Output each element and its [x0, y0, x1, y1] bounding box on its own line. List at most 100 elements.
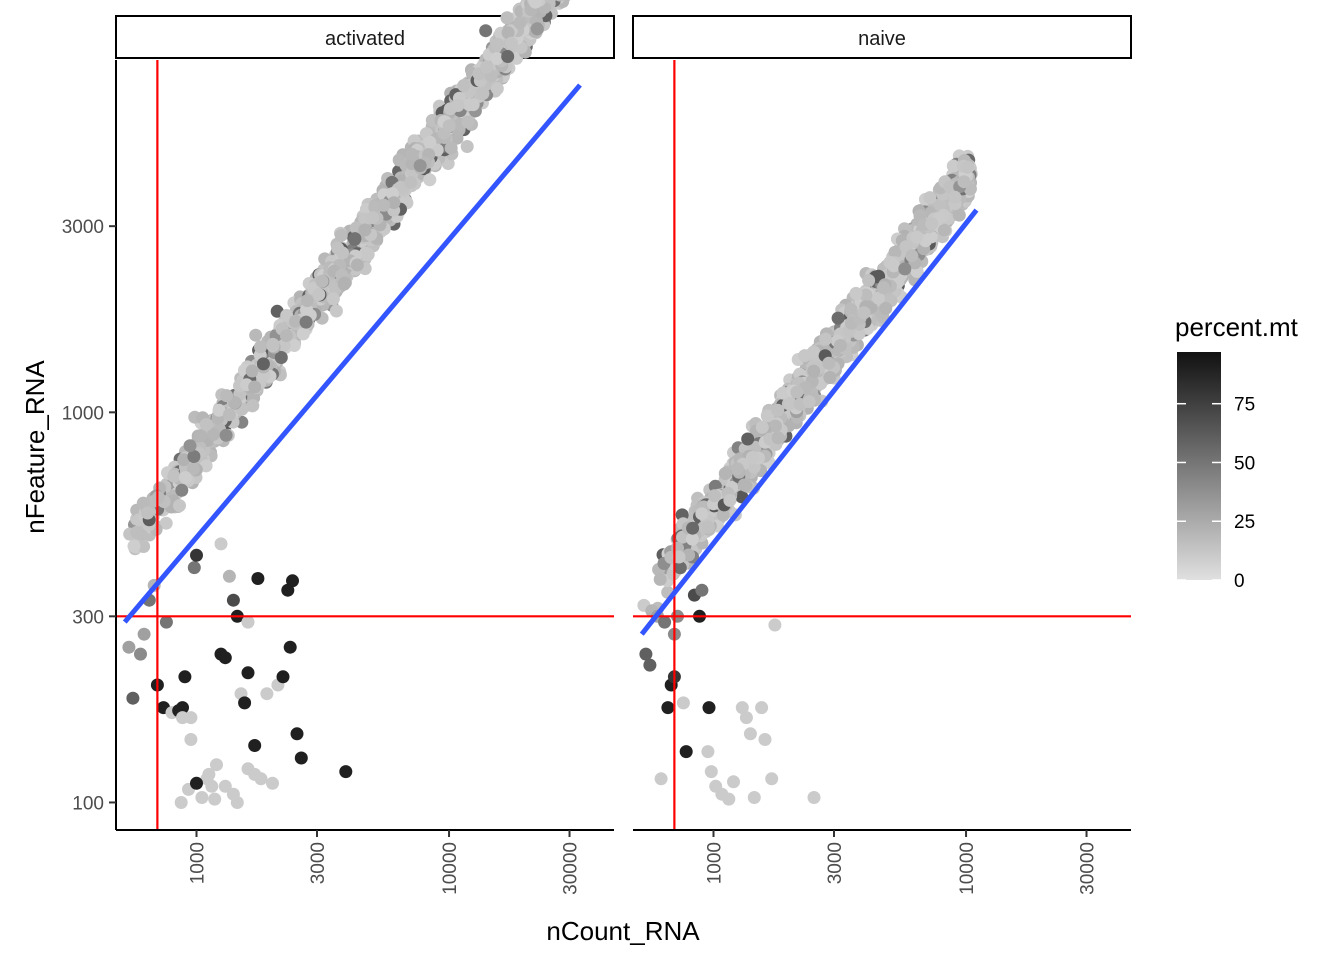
data-point [130, 525, 144, 539]
data-point [178, 670, 192, 684]
data-point [413, 159, 427, 173]
legend-tick-label: 0 [1234, 571, 1245, 592]
data-point [290, 727, 304, 741]
data-point [136, 496, 150, 510]
data-point [177, 453, 191, 467]
data-point [737, 478, 751, 492]
legend-colorbar [1177, 352, 1221, 580]
data-point [701, 745, 715, 759]
data-point [326, 292, 340, 306]
data-point [266, 776, 279, 790]
data-point [134, 647, 147, 661]
data-point [852, 327, 866, 341]
data-point [658, 615, 672, 629]
data-point [457, 79, 471, 92]
data-point [807, 791, 821, 804]
data-point [377, 198, 391, 212]
data-point [276, 670, 290, 684]
data-point [933, 198, 947, 212]
data-point [404, 176, 418, 189]
data-point [222, 569, 236, 583]
data-point [210, 758, 223, 772]
facet-strip [632, 15, 1132, 59]
data-point [819, 332, 833, 346]
x-tick-label: 10000 [957, 842, 978, 895]
data-point [822, 356, 836, 370]
data-point [238, 696, 252, 710]
x-tick-label: 3000 [825, 842, 846, 884]
data-point [350, 258, 364, 272]
trend-line [122, 83, 582, 624]
data-point [768, 618, 782, 632]
data-point [704, 765, 718, 779]
data-point [208, 792, 222, 806]
data-point [783, 397, 797, 411]
data-point [661, 701, 675, 715]
facet-strip-label: naive [858, 28, 906, 50]
data-point [771, 431, 785, 445]
data-point [943, 180, 957, 194]
data-point [184, 733, 198, 746]
data-point [251, 572, 265, 585]
overlay-layer [116, 60, 614, 830]
y-tick-label: 1000 [62, 403, 104, 424]
data-point [872, 291, 885, 305]
data-point [833, 339, 847, 352]
data-point [802, 395, 816, 409]
data-point [366, 211, 380, 225]
data-point [274, 351, 288, 364]
data-point [339, 765, 353, 779]
data-point [159, 615, 173, 629]
data-point [743, 727, 757, 741]
data-point [823, 371, 837, 384]
data-point [760, 409, 774, 423]
data-point [241, 666, 255, 680]
data-point [905, 249, 919, 263]
data-point [676, 696, 690, 710]
data-point [501, 26, 515, 40]
x-tick-label: 1000 [187, 842, 208, 884]
data-point [199, 418, 213, 431]
y-tick-label: 3000 [62, 217, 104, 238]
data-point [673, 561, 687, 575]
data-point [530, 22, 544, 36]
data-point [230, 796, 244, 809]
data-point [490, 82, 504, 96]
data-point [460, 140, 474, 153]
data-point [444, 141, 458, 155]
data-point [946, 159, 960, 173]
x-tick-label: 30000 [561, 842, 582, 895]
facet-panel-naive: naive [632, 15, 1132, 830]
data-point [686, 521, 700, 535]
data-point [702, 701, 716, 715]
data-point [248, 767, 262, 781]
data-point [739, 711, 753, 725]
data-point [279, 329, 293, 343]
data-point [952, 208, 966, 222]
data-point [423, 173, 437, 187]
data-point [220, 389, 234, 403]
data-point [141, 506, 155, 520]
data-point [755, 701, 769, 715]
data-point [187, 561, 201, 575]
data-point [175, 483, 189, 497]
data-point [490, 52, 504, 65]
data-point [451, 99, 465, 112]
data-point [178, 471, 192, 485]
data-point [716, 508, 730, 522]
data-point [798, 349, 812, 363]
data-point [199, 459, 213, 473]
data-point [222, 408, 236, 422]
data-point [961, 160, 975, 174]
points-layer [122, 0, 571, 809]
data-point [358, 223, 372, 237]
data-point [461, 115, 475, 129]
data-point [241, 615, 255, 629]
data-point [685, 532, 699, 546]
data-point [491, 37, 505, 51]
legend: percent.mt 0 25 50 75 [1175, 312, 1299, 592]
data-point [948, 190, 962, 204]
data-point [137, 540, 151, 553]
data-point [256, 357, 270, 371]
y-axis-title: nFeature_RNA [20, 360, 50, 534]
